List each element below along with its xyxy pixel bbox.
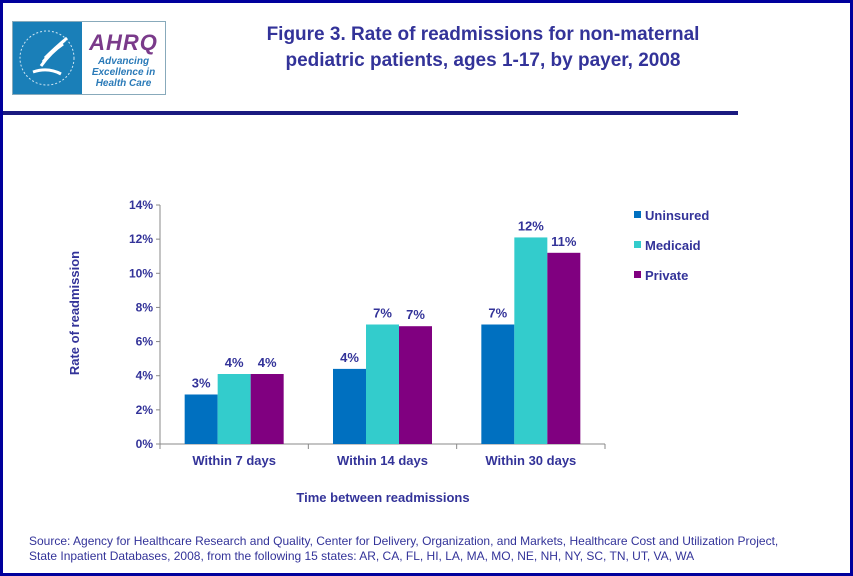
bar-chart: 0% 2% 4% 6% 8% 10% 12% 14% Within 7 days Within 1… (67, 198, 709, 505)
y-tick-label: 8% (136, 300, 154, 314)
bar-medicaid (366, 324, 399, 444)
x-tick-label: Within 14 days (337, 453, 428, 468)
hhs-eagle-logo-icon (13, 22, 82, 94)
data-label: 4% (258, 355, 277, 370)
data-label: 7% (406, 307, 425, 322)
x-axis-label: Time between readmissions (296, 490, 469, 505)
bar-uninsured (333, 368, 366, 444)
chart-title: Figure 3. Rate of readmissions for non-m… (203, 22, 763, 74)
legend-label: Uninsured (645, 208, 709, 223)
bar-uninsured (184, 394, 218, 444)
y-tick-label: 0% (136, 437, 154, 451)
bar-private (399, 326, 432, 444)
legend-label: Private (645, 268, 688, 283)
source-note: Source: Agency for Healthcare Research a… (29, 534, 839, 564)
y-tick-label: 4% (136, 369, 154, 383)
title-line-2: pediatric patients, ages 1-17, by payer,… (285, 50, 681, 71)
legend-swatch-private (634, 271, 641, 278)
y-tick-label: 2% (136, 403, 154, 417)
legend-swatch-uninsured (634, 211, 641, 218)
legend-label: Medicaid (645, 238, 701, 253)
y-axis-label: Rate of readmission (67, 251, 82, 375)
data-label: 7% (373, 306, 392, 321)
y-tick-label: 14% (129, 198, 153, 212)
y-tick-label: 12% (129, 232, 153, 246)
bar-medicaid (514, 237, 548, 444)
bar-medicaid (217, 374, 251, 444)
source-line-1: Source: Agency for Healthcare Research a… (29, 534, 779, 548)
bar-private (250, 374, 284, 444)
ahrq-wordmark: AHRQ (89, 30, 158, 55)
bar-private (547, 252, 581, 444)
ahrq-tagline: Advancing Excellence in Health Care (91, 56, 156, 89)
title-line-1: Figure 3. Rate of readmissions for non-m… (266, 24, 700, 45)
bar-uninsured (481, 324, 515, 444)
data-label: 4% (340, 350, 359, 365)
ahrq-logo: AHRQ Advancing Excellence in Health Care (12, 21, 166, 95)
x-tick-label: Within 7 days (192, 453, 276, 468)
data-label: 3% (192, 375, 211, 390)
y-tick-label: 6% (136, 335, 154, 349)
data-label: 11% (551, 234, 577, 249)
data-label: 7% (488, 306, 507, 321)
x-tick-label: Within 30 days (485, 453, 576, 468)
legend-swatch-medicaid (634, 241, 641, 248)
source-line-2: State Inpatient Databases, 2008, from th… (29, 549, 695, 563)
header-divider (3, 111, 738, 115)
data-label: 4% (225, 355, 244, 370)
y-tick-label: 10% (129, 266, 153, 280)
data-label: 12% (518, 218, 544, 233)
